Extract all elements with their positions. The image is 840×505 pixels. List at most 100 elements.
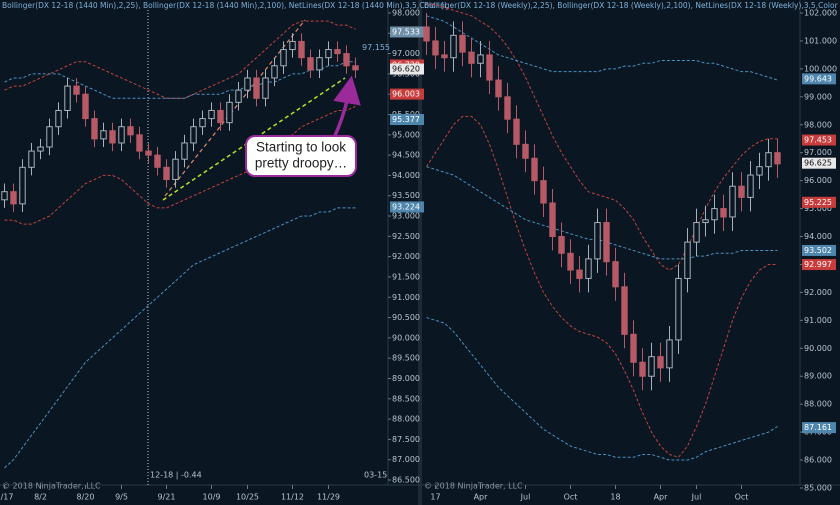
- candle-body: [711, 208, 718, 221]
- candle-body: [522, 143, 529, 159]
- copyright: © 2018 NinjaTrader, LLC: [2, 482, 101, 491]
- candle-body: [531, 157, 538, 182]
- y-tick-label: 90.000: [804, 344, 832, 353]
- x-tick-label: 17: [430, 493, 440, 502]
- candle-body: [540, 180, 547, 204]
- y-tick-label: 95.000: [804, 204, 832, 213]
- price-marker: [802, 244, 836, 256]
- band-line: [4, 105, 356, 225]
- y-tick-label: 97.000: [392, 49, 420, 58]
- candle-body: [73, 85, 80, 95]
- band-line: [4, 207, 356, 469]
- candle-body: [468, 51, 475, 64]
- price-marker-label: 87.161: [804, 423, 832, 432]
- price-marker-label: 95.225: [804, 198, 832, 207]
- band-line: [426, 115, 778, 458]
- candle-body: [738, 185, 745, 198]
- x-tick-label: Apr: [654, 493, 669, 502]
- price-marker: [802, 73, 836, 85]
- y-tick-label: 87.000: [392, 455, 420, 464]
- band-line: [4, 61, 356, 99]
- candle-body: [657, 356, 664, 369]
- y-tick-label: 89.000: [804, 372, 832, 381]
- y-tick-label: 90.000: [392, 333, 420, 342]
- y-tick-label: 94.000: [392, 171, 420, 180]
- annotation-text: Starting to look: [256, 140, 346, 155]
- y-tick-label: 94.500: [392, 151, 420, 160]
- x-tick-label: 9/5: [115, 493, 128, 502]
- x-tick-label: 18: [610, 493, 620, 502]
- y-tick-label: 91.000: [392, 293, 420, 302]
- x-tick-label: 10/25: [236, 493, 259, 502]
- contract-label: 12-18 | -0.44: [150, 471, 202, 480]
- candle-body: [253, 77, 260, 99]
- candle-body: [729, 185, 736, 218]
- candle-body: [513, 118, 520, 145]
- candle-body: [774, 152, 781, 165]
- y-tick-label: 86.500: [392, 476, 420, 485]
- candle-body: [675, 277, 682, 341]
- level-label: 97.155: [362, 43, 390, 52]
- band-line: [426, 317, 778, 461]
- candle-body: [585, 258, 592, 279]
- candle-body: [486, 54, 493, 81]
- candle-body: [145, 150, 152, 156]
- candle-body: [432, 40, 439, 56]
- y-tick-label: 102.000: [804, 9, 837, 18]
- candle-body: [64, 85, 71, 111]
- candle-body: [693, 222, 700, 243]
- candle-body: [154, 154, 161, 168]
- price-marker: [802, 196, 836, 208]
- panel-header: Bollinger(DX 12-18 (1440 Min),2,25), Bol…: [2, 1, 449, 10]
- candle-body: [91, 118, 98, 140]
- candle-body: [450, 34, 457, 59]
- y-tick-label: 100.000: [804, 64, 837, 73]
- candle-body: [28, 150, 35, 168]
- x-tick-label: 11/12: [281, 493, 304, 502]
- candle-body: [307, 57, 314, 71]
- y-tick-label: 98.000: [804, 120, 832, 129]
- candle-body: [343, 53, 350, 67]
- candle-body: [172, 158, 179, 180]
- candle-body: [702, 219, 709, 224]
- y-tick-label: 88.500: [392, 394, 420, 403]
- candle-body: [621, 286, 628, 335]
- price-marker: [390, 88, 424, 100]
- x-tick-label: Jul: [520, 493, 531, 502]
- candle-body: [1, 191, 8, 201]
- y-tick-label: 98.000: [392, 9, 420, 18]
- candle-body: [594, 222, 601, 260]
- band-line: [426, 4, 778, 271]
- price-marker: [802, 259, 836, 271]
- candle-body: [190, 126, 197, 144]
- candle-body: [459, 34, 466, 53]
- y-tick-label: 91.000: [804, 316, 832, 325]
- x-tick-label: 8/2: [34, 493, 47, 502]
- candle-body: [684, 241, 691, 279]
- x-tick-label: Jul: [691, 493, 702, 502]
- band-line: [426, 15, 778, 81]
- candle-body: [244, 77, 251, 91]
- candle-body: [648, 356, 655, 377]
- x-tick-label: 9/21: [158, 493, 176, 502]
- price-marker: [390, 114, 424, 126]
- candle-body: [298, 40, 305, 59]
- price-marker-label: 96.003: [392, 90, 420, 99]
- x-tick-label: 11/29: [317, 493, 340, 502]
- candle-body: [567, 252, 574, 271]
- y-tick-label: 88.000: [804, 400, 832, 409]
- candle-body: [630, 333, 637, 363]
- candle-body: [235, 89, 242, 103]
- candle-body: [495, 79, 502, 98]
- price-marker-label: 93.502: [804, 246, 832, 255]
- candle-body: [199, 118, 206, 128]
- candle-body: [441, 54, 448, 59]
- band-line: [4, 20, 356, 99]
- y-tick-label: 92.000: [804, 288, 832, 297]
- price-marker: [390, 26, 424, 38]
- y-tick-label: 92.000: [392, 252, 420, 261]
- price-marker-label: 97.453: [804, 136, 832, 145]
- expiry-label: 03-15: [364, 471, 387, 480]
- y-tick-label: 87.500: [392, 435, 420, 444]
- y-tick-label: 90.500: [392, 313, 420, 322]
